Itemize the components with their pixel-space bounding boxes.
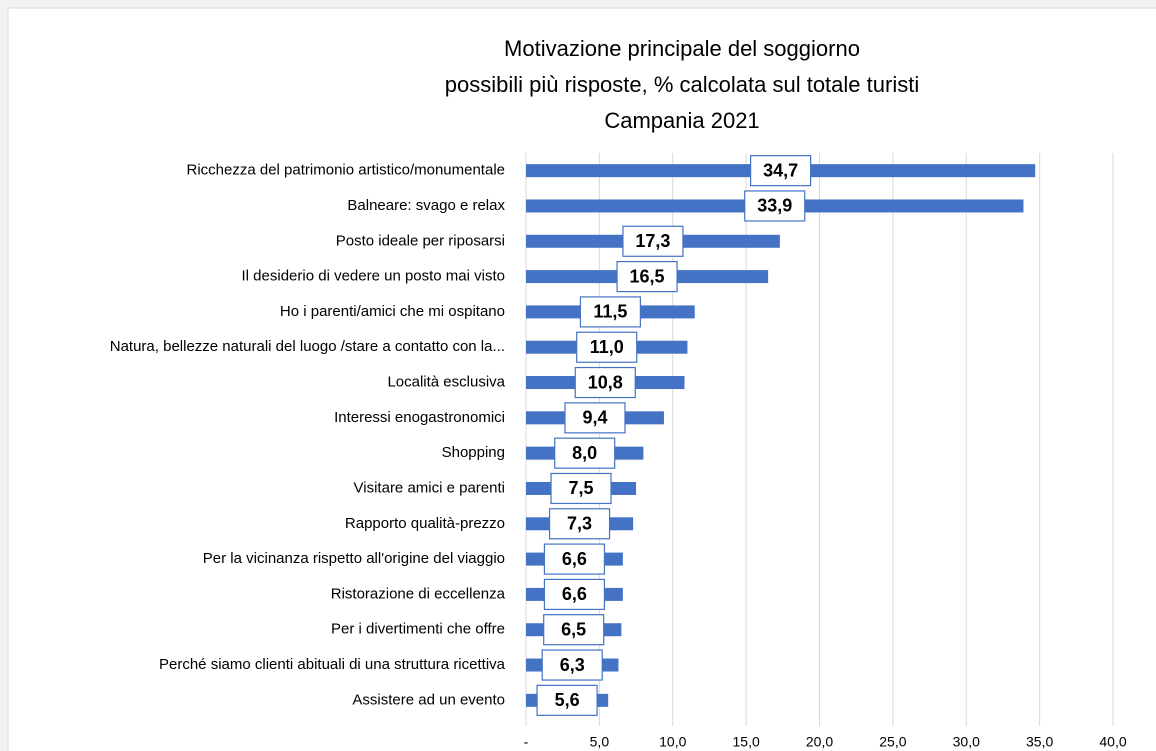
value-label-box [579,296,641,328]
x-tick-label: 5,0 [590,734,610,750]
chart-title: possibili più risposte, % calcolata sul … [445,72,919,97]
value-label-box [536,684,598,716]
y-tick-label: Ricchezza del patrimonio artistico/monum… [187,162,505,179]
y-tick-label: Assistere ad un evento [352,691,505,708]
value-label: 6,6 [562,549,587,569]
value-label: 11,0 [590,337,624,357]
value-label: 16,5 [630,266,665,286]
value-label: 5,6 [555,690,580,710]
value-label-box [548,508,611,540]
value-label-box [550,472,612,505]
value-label-box [574,366,636,399]
value-label: 10,8 [588,372,623,392]
value-label: 11,5 [593,302,627,322]
value-label-box [543,578,606,611]
x-tick-label: 25,0 [879,734,906,750]
value-label: 34,7 [763,160,798,180]
x-tick-label: 15,0 [733,734,760,750]
x-tick-label: 40,0 [1099,734,1126,750]
y-tick-label: Rapporto qualità-prezzo [345,515,505,532]
x-tick-label: 35,0 [1026,734,1053,750]
value-label: 7,3 [567,514,592,534]
y-tick-label: Visitare amici e parenti [354,479,505,496]
value-label: 8,0 [572,443,597,463]
y-tick-label: Il desiderio di vedere un posto mai vist… [242,268,505,285]
y-tick-label: Per i divertimenti che offre [331,621,505,638]
value-label: 9,4 [582,408,607,428]
value-label-box [541,649,603,681]
value-label-box [564,402,626,434]
y-tick-label: Natura, bellezze naturali del luogo /sta… [110,338,505,355]
x-tick-label: - [524,734,529,750]
chart-title: Motivazione principale del soggiorno [504,36,860,61]
value-label: 6,5 [561,619,586,639]
y-tick-label: Ho i parenti/amici che mi ospitano [280,303,505,320]
value-label: 6,3 [560,655,585,675]
value-label-box [554,437,616,469]
x-tick-label: 20,0 [806,734,833,750]
y-tick-label: Balneare: svago e relax [347,197,505,214]
x-tick-label: 10,0 [659,734,686,750]
chart-title: Campania 2021 [604,108,759,133]
value-label-box [576,331,638,363]
y-tick-label: Posto ideale per riposarsi [336,232,505,249]
value-label: 17,3 [635,231,670,251]
value-label-box [616,260,678,293]
value-label: 33,9 [757,196,792,216]
value-label-box [543,614,605,646]
value-label-box [744,190,806,222]
value-label-box [543,543,606,575]
y-tick-label: Perché siamo clienti abituali di una str… [159,656,506,673]
value-label: 7,5 [569,478,594,498]
x-tick-label: 30,0 [953,734,980,750]
y-tick-label: Shopping [442,444,505,461]
y-tick-label: Interessi enogastronomici [334,409,505,426]
y-tick-label: Per la vicinanza rispetto all'origine de… [203,550,505,567]
y-tick-label: Ristorazione di eccellenza [331,585,506,602]
value-label-box [750,155,812,187]
value-label-box [622,225,684,257]
y-tick-label: Località esclusiva [387,374,505,391]
value-label: 6,6 [562,584,587,604]
